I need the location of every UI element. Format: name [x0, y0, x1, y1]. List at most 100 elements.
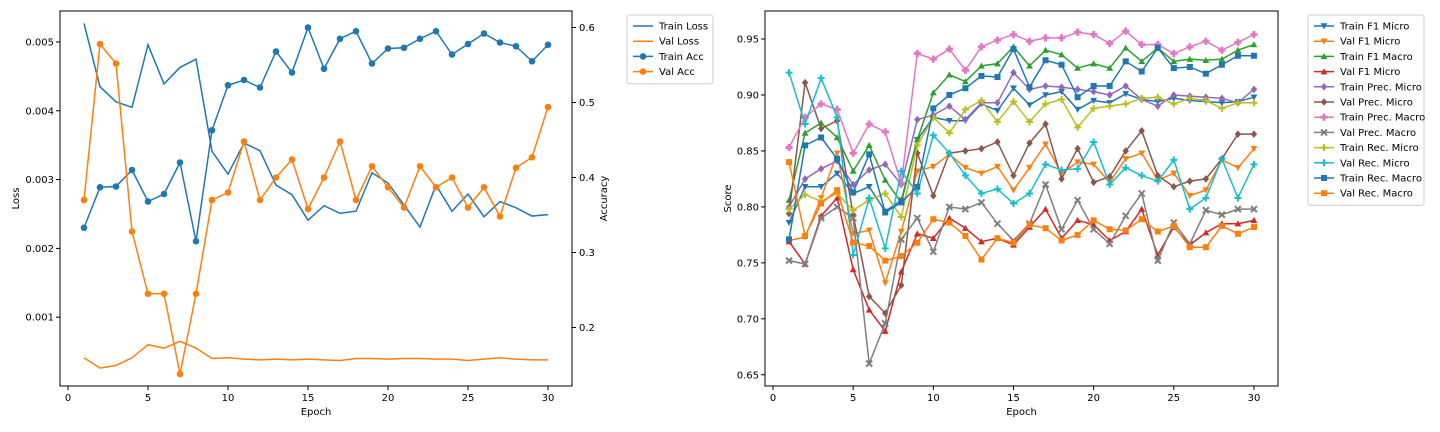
data-point — [352, 27, 360, 35]
data-point — [1026, 221, 1033, 228]
data-point — [945, 71, 953, 78]
data-point — [368, 60, 376, 67]
data-point — [1042, 141, 1049, 148]
data-point — [833, 194, 841, 201]
y-tick-label: 0.003 — [25, 175, 54, 186]
series-line-val-prec-micro — [788, 82, 1254, 315]
legend-item-val-rec-macro: Val Rec. Macro — [1314, 189, 1413, 200]
data-point — [786, 159, 793, 166]
data-point — [528, 57, 536, 65]
data-point — [1202, 56, 1210, 63]
data-point — [1186, 192, 1194, 200]
series-val-rec-macro-11 — [786, 159, 1257, 264]
y-tick-label: 0.65 — [737, 370, 759, 381]
data-point — [1202, 97, 1210, 105]
data-point — [1026, 62, 1033, 69]
data-point — [1154, 98, 1162, 106]
data-point — [208, 196, 216, 204]
legend-label: Train Acc — [658, 52, 704, 63]
legend-marker — [1320, 159, 1328, 167]
y-axis-label: Score — [723, 184, 734, 212]
data-point — [913, 189, 921, 197]
x-tick-label: 10 — [927, 393, 940, 404]
score-chart: 0 5 10 15 20 25 30 0.65 0.70 0.75 0.80 0.85 0.90 0.95… — [723, 10, 1425, 418]
data-point — [1058, 166, 1066, 174]
data-point — [1170, 222, 1177, 229]
data-point — [834, 155, 841, 162]
data-point — [1074, 64, 1082, 71]
data-point — [544, 41, 552, 49]
data-point — [785, 209, 793, 218]
data-point — [1074, 106, 1082, 113]
data-point — [240, 138, 248, 145]
data-point — [1154, 228, 1161, 235]
data-point — [1250, 94, 1258, 101]
data-point — [977, 43, 986, 51]
series-train-rec-macro-10 — [786, 44, 1257, 243]
data-point — [1106, 83, 1113, 89]
data-point — [272, 48, 280, 55]
data-point — [817, 184, 825, 191]
data-point — [528, 153, 536, 161]
legend-label: Val Prec. Macro — [1340, 128, 1416, 139]
data-point — [850, 189, 857, 196]
data-point — [1010, 46, 1017, 53]
legend-label: Val F1 Micro — [1340, 37, 1400, 48]
data-point — [1074, 94, 1081, 101]
data-point — [208, 126, 216, 134]
data-point — [1186, 94, 1194, 102]
x-tick-label: 5 — [850, 393, 856, 404]
data-point — [993, 36, 1002, 44]
series-train-prec-macro-6 — [785, 27, 1258, 187]
data-point — [961, 78, 969, 85]
data-point — [866, 166, 873, 174]
data-point — [978, 238, 985, 245]
data-point — [833, 105, 841, 114]
data-point — [1074, 123, 1082, 131]
data-point — [1202, 194, 1210, 202]
data-point — [897, 235, 905, 244]
data-point — [994, 74, 1001, 81]
data-point — [1234, 46, 1242, 53]
data-point — [464, 40, 472, 48]
data-point — [929, 89, 937, 96]
data-point — [1218, 94, 1226, 103]
y-tick-label: 0.85 — [737, 146, 759, 157]
x-tick-label: 15 — [1007, 393, 1020, 404]
data-point — [866, 243, 873, 250]
data-point — [1234, 205, 1242, 213]
data-point — [881, 327, 889, 334]
data-point — [1074, 165, 1082, 173]
series-line-val-rec-micro — [788, 72, 1255, 256]
data-point — [898, 281, 905, 290]
data-point — [1041, 34, 1050, 42]
data-point — [112, 183, 120, 190]
data-point — [961, 164, 969, 172]
data-point — [144, 290, 152, 298]
data-point — [1234, 220, 1242, 227]
series-train-acc-2 — [80, 24, 552, 245]
data-point — [1250, 30, 1258, 39]
data-point — [1202, 206, 1210, 214]
data-point — [1026, 164, 1033, 172]
data-point — [1138, 40, 1146, 49]
legend-label: Val Loss — [659, 37, 699, 48]
y2-axis-label: Accuracy — [599, 176, 610, 222]
series-line-train-loss — [83, 23, 549, 229]
data-point — [929, 247, 938, 256]
data-point — [1122, 227, 1129, 234]
data-point — [1009, 30, 1018, 39]
data-point — [801, 184, 809, 191]
data-point — [496, 213, 504, 220]
data-point — [1106, 172, 1113, 181]
legend-item-train-loss: Train Loss — [633, 22, 708, 33]
data-point — [1090, 217, 1097, 224]
data-point — [1250, 85, 1258, 94]
data-point — [993, 185, 1001, 193]
data-point — [1154, 256, 1162, 265]
data-point — [994, 138, 1001, 146]
data-point — [1010, 171, 1017, 180]
series-line-train-f1-macro — [788, 43, 1255, 205]
data-point — [849, 167, 857, 174]
